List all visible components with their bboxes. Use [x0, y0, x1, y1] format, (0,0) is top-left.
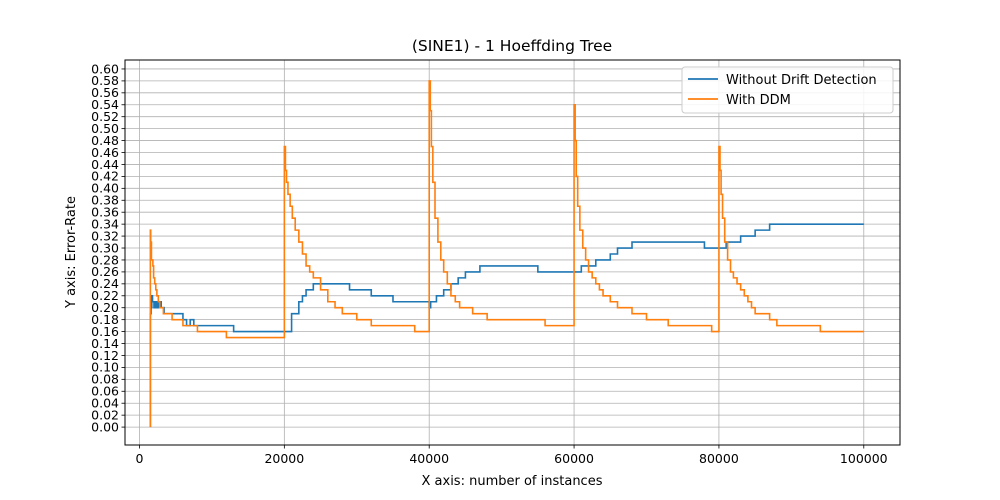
y-tick-label: 0.34 [91, 216, 119, 231]
legend-label-without-drift-detection: Without Drift Detection [726, 73, 877, 88]
y-tick-label: 0.56 [91, 85, 119, 100]
y-tick-label: 0.04 [91, 396, 119, 411]
y-tick-label: 0.52 [91, 109, 119, 124]
y-tick-label: 0.00 [91, 419, 119, 434]
x-tick-label: 80000 [699, 451, 739, 466]
y-tick-label: 0.16 [91, 324, 119, 339]
x-tick-label: 0 [136, 451, 144, 466]
y-tick-label: 0.14 [91, 336, 119, 351]
legend-box [681, 66, 894, 114]
x-tick-label: 40000 [409, 451, 449, 466]
y-tick-label: 0.38 [91, 193, 119, 208]
y-tick-label: 0.02 [91, 407, 119, 422]
y-tick-label: 0.06 [91, 384, 119, 399]
y-tick-label: 0.58 [91, 73, 119, 88]
x-axis-title: X axis: number of instances [422, 474, 603, 489]
series-line-with-ddm [149, 80, 864, 428]
y-tick-label: 0.08 [91, 372, 119, 387]
legend-label-with-ddm: With DDM [726, 93, 791, 108]
y-tick-label: 0.26 [91, 264, 119, 279]
y-tick-label: 0.54 [91, 97, 119, 112]
legend: Without Drift Detection With DDM [681, 66, 894, 114]
y-tick-label: 0.22 [91, 288, 119, 303]
y-tick-label: 0.28 [91, 252, 119, 267]
y-tick-label: 0.32 [91, 228, 119, 243]
y-tick-label: 0.48 [91, 133, 119, 148]
y-tick-label: 0.44 [91, 157, 119, 172]
y-tick-label: 0.20 [91, 300, 119, 315]
y-tick-label: 0.18 [91, 312, 119, 327]
x-axis: 0 20000 40000 60000 80000 100000 [136, 445, 888, 466]
y-tick-label: 0.30 [91, 240, 119, 255]
chart-title: (SINE1) - 1 Hoeffding Tree [412, 37, 612, 55]
y-axis-title: Y axis: Error-Rate [64, 196, 79, 309]
y-tick-label: 0.12 [91, 348, 119, 363]
x-tick-label: 60000 [554, 451, 594, 466]
series-layer [149, 80, 864, 428]
y-tick-label: 0.24 [91, 276, 119, 291]
y-tick-label: 0.60 [91, 61, 119, 76]
y-tick-label: 0.10 [91, 360, 119, 375]
plot-area-frame [124, 59, 901, 446]
y-tick-label: 0.40 [91, 181, 119, 196]
x-tick-label: 20000 [264, 451, 304, 466]
y-tick-label: 0.50 [91, 121, 119, 136]
y-tick-label: 0.36 [91, 205, 119, 220]
y-axis: 0.000.020.040.060.080.100.120.140.160.18… [91, 61, 125, 434]
y-tick-label: 0.42 [91, 169, 119, 184]
x-tick-label: 100000 [840, 451, 888, 466]
y-tick-label: 0.46 [91, 145, 119, 160]
